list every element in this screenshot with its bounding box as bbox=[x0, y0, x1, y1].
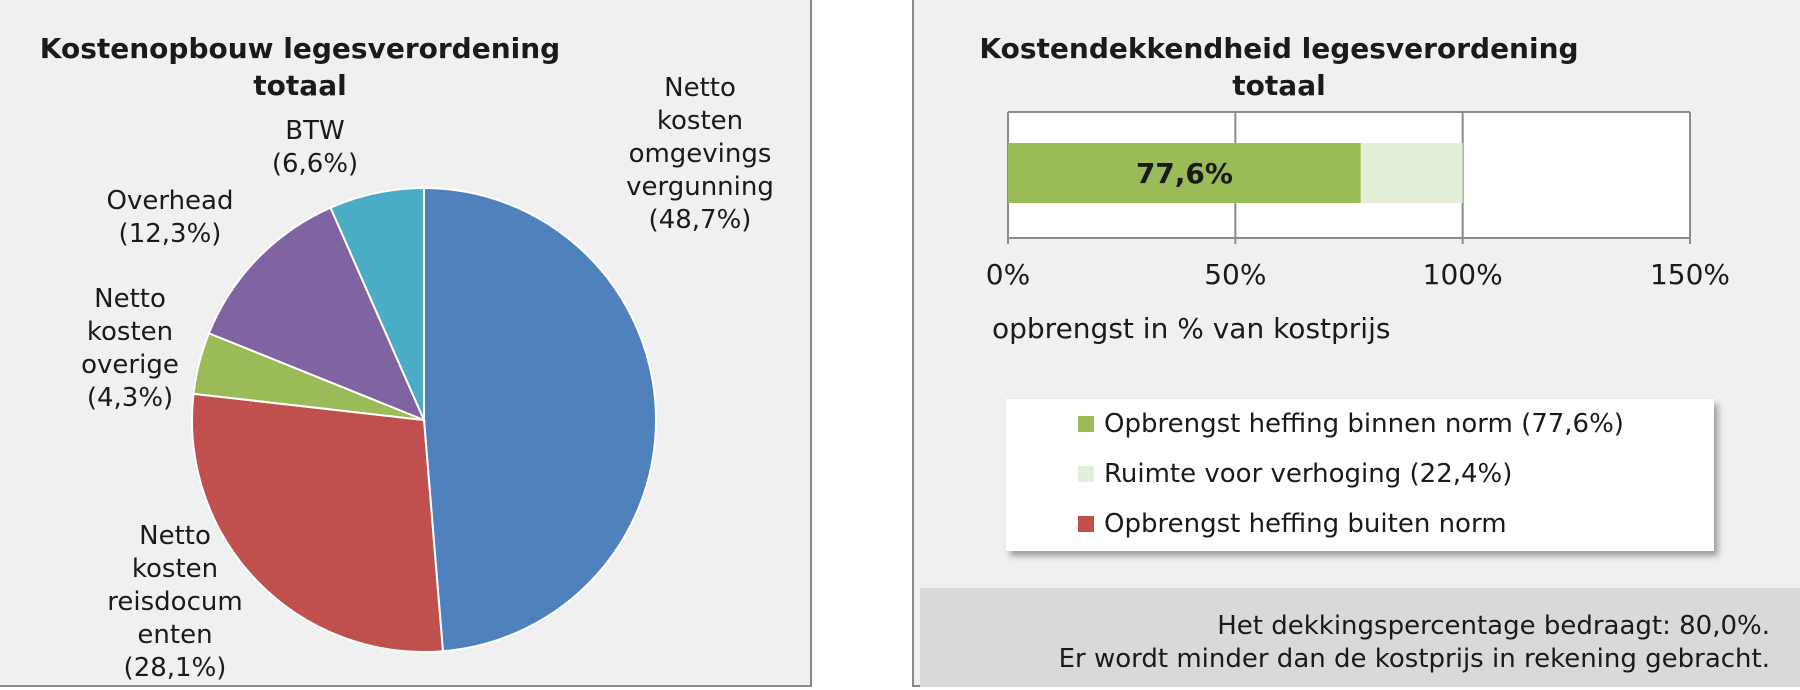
pie-chart bbox=[191, 186, 657, 653]
bar-segment bbox=[1360, 143, 1463, 203]
legend-label: Opbrengst heffing binnen norm (77,6%) bbox=[1104, 409, 1624, 439]
bar-chart: 77,6% bbox=[1007, 111, 1691, 244]
chart-legend: Opbrengst heffing binnen norm (77,6%) Rui… bbox=[1006, 399, 1714, 551]
pie-slice bbox=[423, 186, 657, 653]
legend-swatch bbox=[1078, 416, 1094, 432]
bar-segment bbox=[1008, 143, 1361, 203]
coverage-note: Het dekkingspercentage bedraagt: 80,0%. … bbox=[920, 588, 1800, 687]
pie-chart-title: Kostenopbouw legesverordening totaal bbox=[39, 32, 561, 102]
x-tick-label: 0% bbox=[985, 258, 1031, 291]
coverage-note-line: Het dekkingspercentage bedraagt: 80,0%. bbox=[1217, 611, 1770, 641]
pie-slice-label: BTW (6,6%) bbox=[271, 116, 359, 179]
legend-item: Ruimte voor verhoging (22,4%) bbox=[1078, 457, 1512, 491]
coverage-note-line: Er wordt minder dan de kostprijs in reke… bbox=[1058, 644, 1770, 674]
legend-swatch bbox=[1078, 516, 1094, 532]
bar-chart-title: Kostendekkendheid legesverordening totaa… bbox=[979, 32, 1579, 102]
x-tick-label: 50% bbox=[1204, 258, 1267, 291]
x-tick-label: 150% bbox=[1649, 258, 1731, 291]
legend-item: Opbrengst heffing buiten norm bbox=[1078, 507, 1507, 541]
pie-slice-label: Netto kosten overige (4,3%) bbox=[81, 284, 179, 413]
legend-swatch bbox=[1078, 466, 1094, 482]
legend-item: Opbrengst heffing binnen norm (77,6%) bbox=[1078, 407, 1624, 441]
pie-slice bbox=[329, 186, 425, 421]
pie-slice-label: Netto kosten omgevings vergunning (48,7%… bbox=[626, 73, 774, 235]
pie-chart-panel: Kostenopbouw legesverordening totaal Net… bbox=[0, 0, 812, 687]
bar-chart-panel: Kostendekkendheid legesverordening totaa… bbox=[912, 0, 1800, 687]
legend-label: Opbrengst heffing buiten norm bbox=[1104, 509, 1507, 539]
bar-data-label: 77,6% bbox=[1136, 157, 1233, 190]
pie-slice bbox=[207, 206, 426, 422]
pie-slice-label: Netto kosten reisdocum enten (28,1%) bbox=[107, 521, 243, 683]
legend-label: Ruimte voor verhoging (22,4%) bbox=[1104, 459, 1513, 489]
x-tick-label: 100% bbox=[1422, 258, 1503, 291]
pie-slice bbox=[191, 392, 445, 653]
x-axis-label: opbrengst in % van kostprijs bbox=[992, 312, 1391, 345]
pie-slice-label: Overhead (12,3%) bbox=[106, 186, 234, 249]
